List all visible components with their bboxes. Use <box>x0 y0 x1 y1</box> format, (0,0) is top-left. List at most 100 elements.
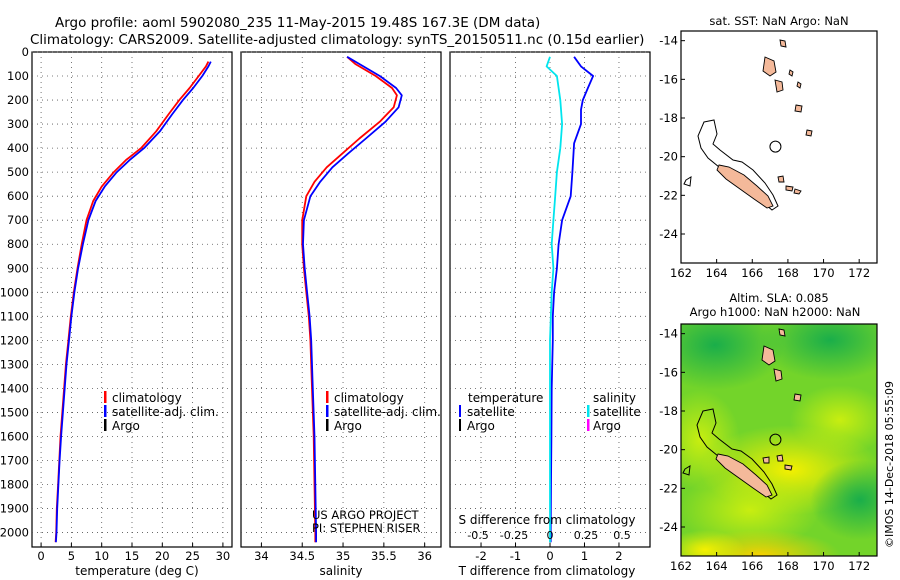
loyalty-island-ouvea <box>776 454 784 462</box>
depth-tick-label: 1200 <box>0 333 29 347</box>
s-diff-tick-label: -0.25 <box>500 529 528 542</box>
series-line-temperature-satellite <box>549 56 594 543</box>
x-tick-label: 2 <box>615 549 622 563</box>
sla-heatmap <box>681 324 877 556</box>
reef-outline-small <box>683 176 692 187</box>
depth-tick-label: 600 <box>7 189 29 203</box>
depth-tick-label: 800 <box>7 237 29 251</box>
loyalty-island-mare <box>762 456 770 464</box>
legend-swatch-sal-satellite <box>587 405 590 417</box>
salinity-difference-ticks: -0.5 -0.25 0 0.25 0.5 <box>467 529 630 542</box>
map-x-tick-label: 168 <box>777 559 799 573</box>
depth-tick-label: 1400 <box>0 381 29 395</box>
map-y-tick-label: -24 <box>659 520 678 534</box>
loyalty-island-lifou <box>784 464 793 471</box>
legend-label-satellite: satellite-adj. clim. <box>334 405 441 419</box>
depth-tick-label: 1000 <box>0 285 29 299</box>
loyalty-island-lifou <box>785 185 794 192</box>
map-x-tick-label: 172 <box>848 559 870 573</box>
difference-top-xlabel: S difference from climatology <box>459 513 636 527</box>
depth-tick-label: 200 <box>7 93 29 107</box>
reef-outline-small <box>682 465 691 476</box>
vanuatu-island-efate <box>794 104 803 113</box>
x-tick-label: -1 <box>510 549 521 563</box>
map-x-tick-label: 164 <box>706 559 728 573</box>
map-y-tick-label: -22 <box>659 481 678 495</box>
series-line-satellite-adj-clim- <box>55 61 212 543</box>
sst-map-title: sat. SST: NaN Argo: NaN <box>709 14 848 28</box>
depth-tick-label: 100 <box>7 69 29 83</box>
x-tick-label: 34 <box>254 549 269 563</box>
legend-swatch-climatology <box>104 391 107 403</box>
depth-tick-label: 1100 <box>0 309 29 323</box>
map-x-tick-label: 162 <box>670 266 692 280</box>
title-line-1: Argo profile: aoml 5902080_235 11-May-20… <box>55 15 540 31</box>
x-tick-label: 25 <box>185 549 200 563</box>
vanuatu-island-small-2 <box>796 81 802 89</box>
sla-map-title-line-2: Argo h1000: NaN h2000: NaN <box>690 305 861 319</box>
map-x-tick-label: 166 <box>741 266 763 280</box>
depth-tick-label: 500 <box>7 165 29 179</box>
sst-map-land <box>716 39 813 209</box>
s-diff-tick-label: 0.5 <box>613 529 631 542</box>
map-x-tick-label: 166 <box>741 559 763 573</box>
depth-tick-label: 900 <box>7 261 29 275</box>
legend-swatch-argo <box>104 419 107 431</box>
vanuatu-island-malakula <box>774 79 784 93</box>
salinity-panel: 34 34.5 35 35.5 36 salinity climatology sate… <box>240 51 442 578</box>
map-y-tick-label: -20 <box>659 150 678 164</box>
vanuatu-island-north <box>778 328 786 337</box>
map-x-tick-label: 164 <box>706 266 728 280</box>
sst-map-coastlines <box>683 119 779 211</box>
temperature-series <box>54 61 212 543</box>
legend-title-temperature: temperature <box>468 391 543 405</box>
x-tick-label: 0 <box>546 549 553 563</box>
salinity-legend: climatology satellite-adj. clim. Argo <box>326 391 441 433</box>
legend-swatch-temp-argo <box>459 419 461 431</box>
depth-tick-label: 700 <box>7 213 29 227</box>
x-tick-label: 35 <box>336 549 351 563</box>
temperature-panel: 0100200300400500600700800900100011001200… <box>0 45 233 578</box>
difference-xlabel: T difference from climatology <box>458 564 636 578</box>
salinity-series <box>301 56 403 543</box>
x-tick-label: 34.5 <box>289 549 315 563</box>
map-y-tick-label: -14 <box>659 34 678 48</box>
map-y-tick-label: -18 <box>659 111 678 125</box>
sla-map-axes: 162 164 166 168 170 172 -14 -16 -18 -20 -22 -24 <box>659 327 870 573</box>
map-x-tick-label: 162 <box>670 559 692 573</box>
depth-tick-label: 300 <box>7 117 29 131</box>
x-tick-label: 20 <box>155 549 170 563</box>
salinity-x-axis: 34 34.5 35 35.5 36 <box>254 543 432 563</box>
depth-axis: 0 100 200 300 400 500 600 700 800 900 1000 1100 1200… <box>0 45 29 540</box>
x-tick-label: 5 <box>68 549 75 563</box>
salinity-axes-frame <box>240 51 442 548</box>
temperature-legend: climatology satellite-adj. clim. Argo <box>104 391 219 433</box>
salinity-xlabel: salinity <box>319 564 362 578</box>
imos-watermark: ©IMOS 14-Dec-2018 05:55:09 <box>883 381 896 548</box>
x-tick-label: 36 <box>417 549 432 563</box>
profile-location-marker <box>769 433 782 446</box>
credit-line-1: US ARGO PROJECT <box>312 508 420 522</box>
vanuatu-island-tanna <box>805 129 813 137</box>
map-x-tick-label: 170 <box>813 559 835 573</box>
depth-tick-label: 1700 <box>0 453 29 467</box>
depth-tick-label: 1600 <box>0 429 29 443</box>
legend-title-salinity: salinity <box>593 391 636 405</box>
depth-tick-label: 1800 <box>0 478 29 492</box>
profile-location-marker <box>769 140 782 153</box>
sla-map-title-line-1: Altim. SLA: 0.085 <box>729 291 828 305</box>
sst-map-frame <box>680 30 878 264</box>
legend-swatch-sal-argo <box>587 419 590 431</box>
title-line-2: Climatology: CARS2009. Satellite-adjuste… <box>30 32 644 48</box>
legend-swatch-climatology <box>326 391 329 403</box>
series-line-salinity-satellite <box>545 56 563 543</box>
legend-label-satellite: satellite-adj. clim. <box>112 405 219 419</box>
depth-tick-label: 2000 <box>0 526 29 540</box>
map-y-tick-label: -24 <box>659 227 678 241</box>
map-y-tick-label: -22 <box>659 188 678 202</box>
vanuatu-island-espiritu-santo <box>762 56 777 77</box>
depth-tick-label: 1300 <box>0 357 29 371</box>
map-y-tick-label: -14 <box>659 327 678 341</box>
vanuatu-island-espiritu-santo <box>761 345 776 366</box>
